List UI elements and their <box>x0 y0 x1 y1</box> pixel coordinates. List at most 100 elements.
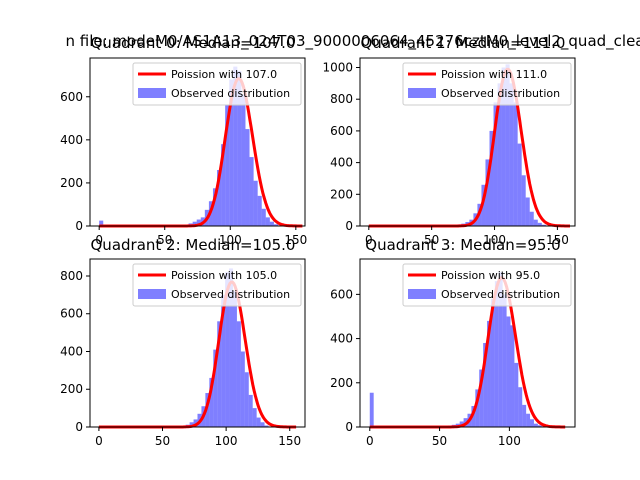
histogram-bar <box>260 422 265 427</box>
histogram-bar <box>521 175 526 226</box>
histogram-bar <box>193 419 198 427</box>
subplot-0: Quadrant 0: Median=107.0 0 50 100 150 0 200 40… <box>60 34 307 247</box>
y-tick-label: 0 <box>75 219 83 233</box>
x-tick-label: 100 <box>483 233 506 247</box>
legend-label: Observed distribution <box>441 288 560 301</box>
histogram-bar <box>506 316 511 427</box>
histogram-bar <box>498 272 503 427</box>
y-tick-label: 800 <box>60 269 83 283</box>
histogram-bar <box>517 143 522 226</box>
x-tick-label: 50 <box>432 434 447 448</box>
y-tick-label: 600 <box>60 90 83 104</box>
histogram-bar <box>522 404 527 427</box>
histogram-bar <box>513 102 518 226</box>
legend-frame <box>132 62 302 106</box>
histogram-bar <box>249 157 254 226</box>
histogram-bar <box>225 105 230 226</box>
histogram-bar <box>244 372 249 427</box>
histogram-bar <box>248 394 253 427</box>
histogram-bar <box>489 130 494 226</box>
y-tick-label: 600 <box>330 287 353 301</box>
axes-frame <box>89 57 306 227</box>
x-tick-label: 100 <box>215 434 238 448</box>
legend-label: Poission with 95.0 <box>441 269 540 282</box>
histogram-bar <box>256 417 261 427</box>
histogram-bar <box>497 83 502 226</box>
legend-frame <box>402 62 572 106</box>
histogram-bars <box>369 272 546 427</box>
legend-frame <box>402 263 572 307</box>
histogram-bar <box>475 389 480 427</box>
histogram-bar <box>502 294 507 427</box>
histogram-bar <box>253 180 258 226</box>
x-tick-label: 150 <box>284 233 307 247</box>
y-tick-label: 400 <box>330 332 353 346</box>
histogram-bar <box>541 224 546 226</box>
x-tick-label: 50 <box>424 233 439 247</box>
y-tick-label: 0 <box>345 420 353 434</box>
histogram-bar <box>518 387 523 427</box>
x-tick-label: 0 <box>365 233 373 247</box>
histogram-bar <box>514 362 519 427</box>
axes-frame <box>359 258 576 428</box>
legend: Poission with 111.0 Observed distribution <box>402 62 572 106</box>
histogram-bar <box>485 159 490 226</box>
histogram-bar <box>533 423 538 427</box>
histogram-bar <box>273 224 278 226</box>
y-tick-label: 600 <box>60 307 83 321</box>
legend-label: Poission with 107.0 <box>171 68 277 81</box>
histogram-bar <box>525 197 530 226</box>
subplot-title: Quadrant 1: Median=111.0 <box>361 34 566 52</box>
histogram-bar <box>209 377 214 427</box>
axes-frame <box>359 57 576 227</box>
y-tick-label: 600 <box>330 124 353 138</box>
histogram-bar <box>232 291 237 427</box>
axes-frame <box>89 258 306 428</box>
legend-label: Poission with 111.0 <box>441 68 547 81</box>
histogram-bar <box>483 343 488 427</box>
histogram-bar <box>213 349 218 427</box>
y-tick-label: 0 <box>345 219 353 233</box>
histogram-bar <box>265 217 270 226</box>
histogram-bar <box>526 413 531 427</box>
histogram-bar <box>257 195 262 226</box>
histogram-bar <box>264 425 269 427</box>
y-tick-label: 0 <box>75 420 83 434</box>
histogram-bar <box>494 281 499 427</box>
histogram-bar <box>505 64 510 226</box>
histogram-bar <box>196 219 201 226</box>
subplot-title: Quadrant 2: Median=105.0 <box>91 236 296 254</box>
histogram-bar <box>261 208 266 226</box>
histogram-bar <box>269 221 274 226</box>
histogram-bar <box>236 321 241 427</box>
legend: Poission with 95.0 Observed distribution <box>402 263 572 307</box>
y-tick-label: 400 <box>330 156 353 170</box>
legend-label: Observed distribution <box>441 87 560 100</box>
y-tick-label: 400 <box>60 344 83 358</box>
histogram-bar <box>252 408 257 427</box>
histogram-bar <box>530 419 534 427</box>
y-tick-label: 200 <box>60 176 83 190</box>
histogram-bar <box>537 425 542 427</box>
legend-patch-swatch <box>138 289 166 299</box>
plot-area: 0 50 100 150 0 200 400 600 Poission with 107.0 Ob… <box>60 57 307 247</box>
histogram-bar <box>509 83 514 226</box>
legend-patch-swatch <box>138 88 166 98</box>
subplot-3: Quadrant 3: Median=95.0 0 50 100 0 200 400 600… <box>330 236 576 448</box>
histogram-bar <box>493 102 498 226</box>
histogram-bar <box>237 70 242 226</box>
legend-patch-swatch <box>408 88 436 98</box>
histogram-bar <box>490 298 495 427</box>
histogram-bar <box>501 67 506 227</box>
histogram-bar <box>487 320 491 427</box>
histogram-bar <box>225 272 230 427</box>
histogram-bar <box>471 406 476 427</box>
subplot-2: Quadrant 2: Median=105.0 0 50 100 150 0 200 40… <box>60 236 306 448</box>
histogram-bar <box>217 170 222 226</box>
x-tick-label: 100 <box>498 434 521 448</box>
y-tick-label: 1000 <box>322 61 353 75</box>
histogram-bar <box>240 351 245 427</box>
x-tick-label: 150 <box>278 434 301 448</box>
histogram-bar <box>241 94 246 226</box>
